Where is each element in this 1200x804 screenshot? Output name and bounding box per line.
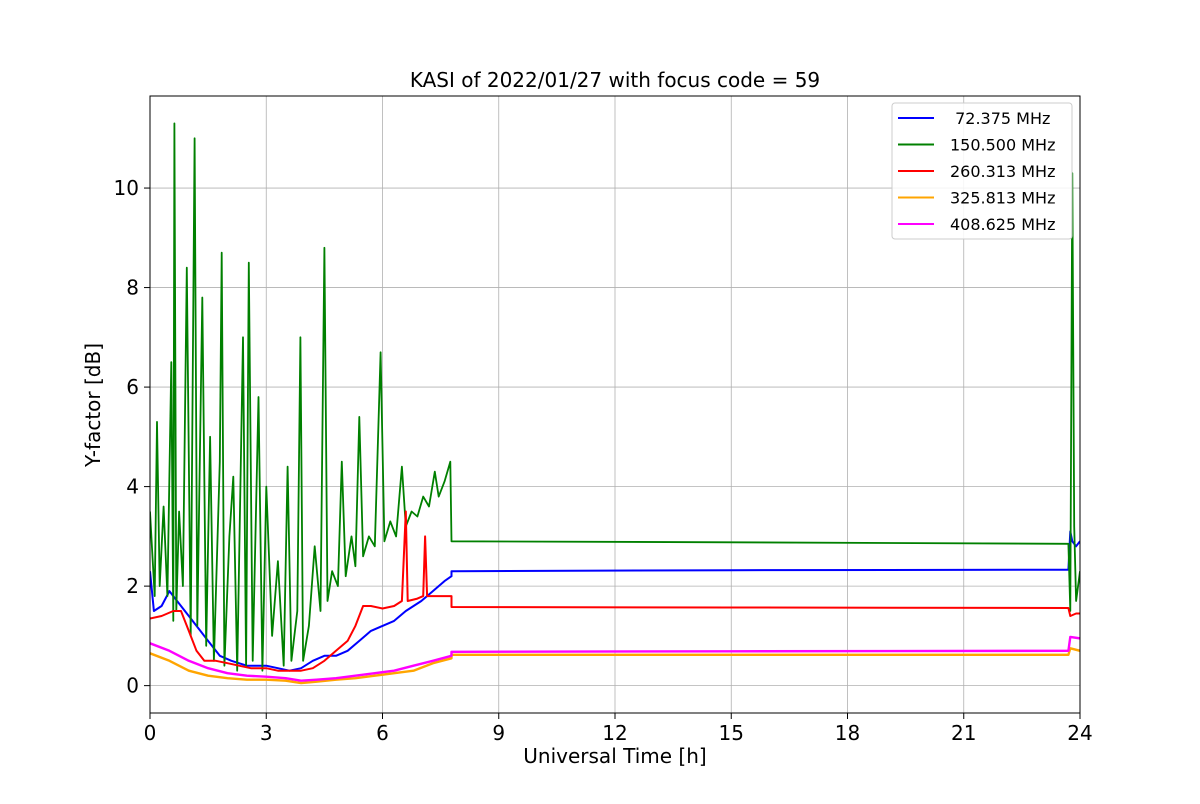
y-tick-label: 4 <box>126 475 139 499</box>
x-axis-label: Universal Time [h] <box>523 744 706 768</box>
series-line-4 <box>150 635 1080 682</box>
series-line-3 <box>150 647 1080 685</box>
series-layer <box>150 122 1080 685</box>
legend-label-2: 260.313 MHz <box>950 162 1055 181</box>
legend-label-0: 72.375 MHz <box>950 109 1050 128</box>
x-axis: 0 3 6 9 12 15 18 21 24 <box>144 713 1093 745</box>
legend-box <box>891 102 1073 240</box>
legend: 72.375 MHz 150.500 MHz 260.313 MHz 325.813 … <box>891 102 1073 240</box>
x-tick-label: 12 <box>602 721 627 745</box>
chart-title: KASI of 2022/01/27 with focus code = 59 <box>410 68 820 92</box>
y-tick-label: 2 <box>126 574 139 598</box>
legend-label-4: 408.625 MHz <box>950 215 1055 234</box>
series-line-2 <box>150 510 1080 672</box>
legend-label-1: 150.500 MHz <box>950 136 1055 155</box>
legend-label-3: 325.813 MHz <box>950 189 1055 208</box>
x-tick-label: 15 <box>719 721 744 745</box>
x-tick-label: 21 <box>951 721 976 745</box>
y-axis: 0 2 4 6 8 10 <box>114 176 150 698</box>
y-tick-label: 0 <box>126 674 139 698</box>
y-tick-label: 8 <box>126 276 139 300</box>
x-tick-label: 18 <box>835 721 860 745</box>
x-tick-label: 9 <box>492 721 505 745</box>
x-tick-label: 0 <box>144 721 157 745</box>
x-tick-label: 24 <box>1067 721 1092 745</box>
y-tick-label: 10 <box>114 176 139 200</box>
y-tick-label: 6 <box>126 375 139 399</box>
series-line-1 <box>150 122 1080 672</box>
x-tick-label: 3 <box>260 721 273 745</box>
x-tick-label: 6 <box>376 721 389 745</box>
y-axis-label: Y-factor [dB] <box>81 343 105 468</box>
